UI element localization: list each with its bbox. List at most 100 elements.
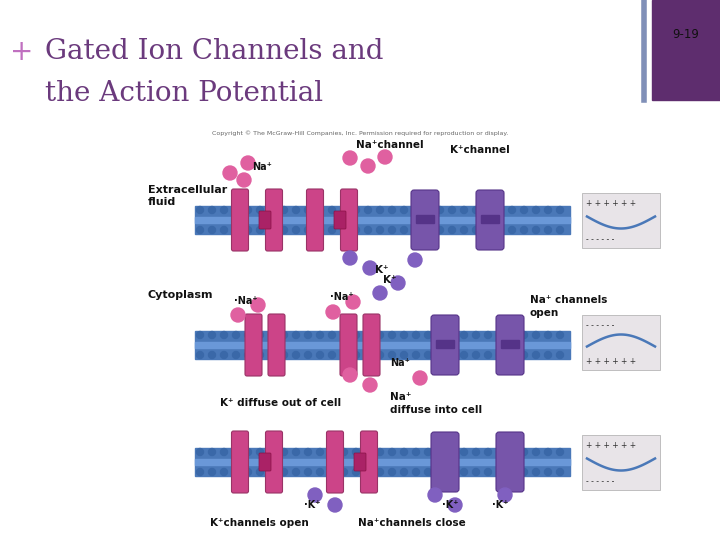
Circle shape [317, 352, 323, 359]
Bar [195, 217, 570, 224]
Text: fluid: fluid [148, 197, 176, 207]
Circle shape [425, 352, 431, 359]
Circle shape [449, 469, 456, 476]
Circle shape [544, 226, 552, 233]
Circle shape [508, 226, 516, 233]
Circle shape [425, 226, 431, 233]
Circle shape [544, 449, 552, 456]
Text: K⁺ diffuse out of cell: K⁺ diffuse out of cell [220, 398, 341, 408]
Circle shape [317, 226, 323, 233]
Circle shape [508, 332, 516, 339]
FancyBboxPatch shape [431, 315, 459, 375]
Circle shape [497, 332, 503, 339]
FancyBboxPatch shape [307, 189, 323, 251]
Circle shape [328, 226, 336, 233]
Circle shape [233, 352, 240, 359]
Circle shape [353, 469, 359, 476]
Circle shape [292, 449, 300, 456]
Circle shape [436, 449, 444, 456]
Circle shape [353, 206, 359, 213]
Bar [501, 340, 519, 348]
Circle shape [305, 449, 312, 456]
FancyBboxPatch shape [266, 431, 282, 493]
Circle shape [328, 469, 336, 476]
Circle shape [305, 332, 312, 339]
FancyBboxPatch shape [259, 211, 271, 229]
Circle shape [413, 206, 420, 213]
Circle shape [498, 488, 512, 502]
Circle shape [308, 488, 322, 502]
Circle shape [233, 206, 240, 213]
Circle shape [436, 206, 444, 213]
Circle shape [328, 352, 336, 359]
Circle shape [413, 352, 420, 359]
Circle shape [461, 206, 467, 213]
Circle shape [408, 253, 422, 267]
Circle shape [472, 469, 480, 476]
Circle shape [425, 449, 431, 456]
Circle shape [521, 226, 528, 233]
Circle shape [269, 332, 276, 339]
Circle shape [281, 332, 287, 339]
Bar [582, 193, 660, 248]
Circle shape [449, 206, 456, 213]
Circle shape [328, 498, 342, 512]
Circle shape [341, 469, 348, 476]
Circle shape [497, 226, 503, 233]
Circle shape [326, 305, 340, 319]
Circle shape [220, 352, 228, 359]
Circle shape [400, 469, 408, 476]
Circle shape [508, 469, 516, 476]
Circle shape [364, 449, 372, 456]
Bar [195, 458, 570, 465]
FancyBboxPatch shape [245, 314, 262, 376]
Circle shape [245, 449, 251, 456]
Circle shape [209, 332, 215, 339]
Circle shape [341, 206, 348, 213]
Circle shape [305, 469, 312, 476]
Text: - - - - - -: - - - - - - [586, 321, 614, 330]
Circle shape [237, 173, 251, 187]
Circle shape [256, 206, 264, 213]
Circle shape [353, 226, 359, 233]
Circle shape [533, 352, 539, 359]
Bar [195, 342, 570, 348]
Circle shape [256, 352, 264, 359]
Circle shape [533, 226, 539, 233]
Circle shape [292, 206, 300, 213]
Circle shape [389, 206, 395, 213]
Circle shape [223, 166, 237, 180]
Circle shape [281, 469, 287, 476]
Circle shape [449, 352, 456, 359]
Text: + + + + + +: + + + + + + [586, 357, 636, 366]
Circle shape [544, 352, 552, 359]
Text: Extracellular: Extracellular [148, 185, 228, 195]
Text: Na⁺: Na⁺ [252, 162, 272, 172]
Circle shape [377, 206, 384, 213]
Circle shape [363, 261, 377, 275]
Circle shape [485, 226, 492, 233]
Circle shape [436, 226, 444, 233]
FancyBboxPatch shape [496, 315, 524, 375]
Text: K⁺: K⁺ [383, 275, 397, 285]
Circle shape [533, 469, 539, 476]
Bar [481, 215, 499, 223]
Circle shape [428, 488, 442, 502]
Circle shape [346, 295, 360, 309]
Circle shape [557, 206, 564, 213]
FancyBboxPatch shape [232, 431, 248, 493]
Text: 9-19: 9-19 [672, 29, 700, 42]
Circle shape [197, 449, 204, 456]
Circle shape [364, 332, 372, 339]
Circle shape [377, 226, 384, 233]
Text: Na⁺channel: Na⁺channel [356, 140, 423, 150]
Circle shape [317, 449, 323, 456]
Circle shape [269, 352, 276, 359]
Circle shape [241, 156, 255, 170]
Circle shape [281, 206, 287, 213]
Text: + + + + + +: + + + + + + [586, 441, 636, 450]
Circle shape [209, 352, 215, 359]
Circle shape [328, 332, 336, 339]
Circle shape [220, 449, 228, 456]
Text: K⁺channel: K⁺channel [450, 145, 510, 155]
